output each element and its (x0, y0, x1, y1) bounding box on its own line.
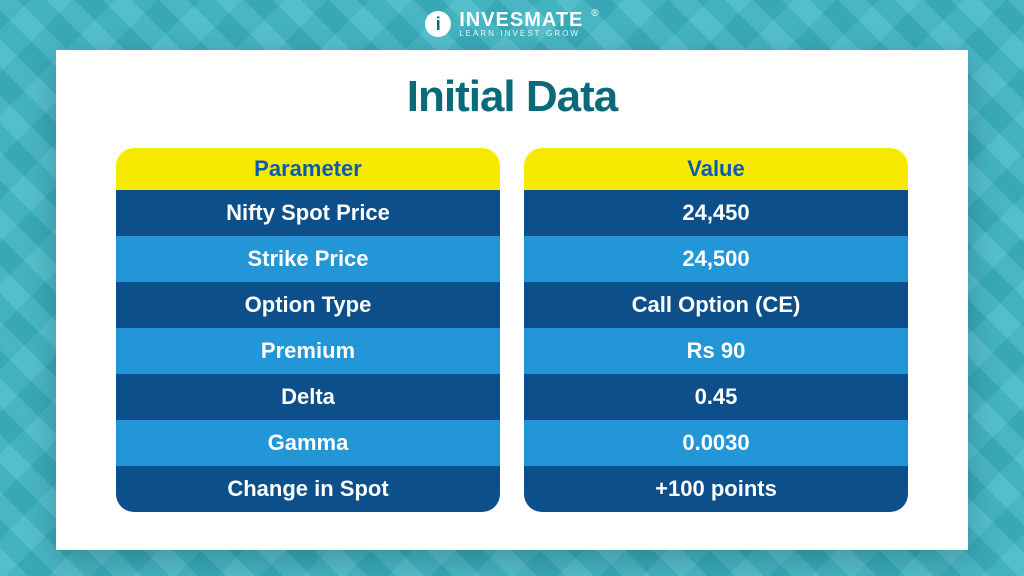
value-column: Value24,45024,500Call Option (CE)Rs 900.… (524, 148, 908, 512)
parameter-cell: Option Type (116, 282, 500, 328)
parameter-cell: Change in Spot (116, 466, 500, 512)
page-title: Initial Data (116, 72, 908, 122)
logo-badge: i (425, 11, 451, 37)
logo-text: INVESMATE LEARN·INVEST·GROW (459, 10, 583, 38)
parameter-cell: Nifty Spot Price (116, 190, 500, 236)
parameter-cell: Premium (116, 328, 500, 374)
value-header: Value (524, 148, 908, 190)
registered-mark: ® (591, 8, 598, 19)
parameter-header: Parameter (116, 148, 500, 190)
value-cell: 24,500 (524, 236, 908, 282)
value-cell: 24,450 (524, 190, 908, 236)
content-panel: Initial Data ParameterNifty Spot PriceSt… (56, 50, 968, 550)
logo-tagline: LEARN·INVEST·GROW (459, 30, 583, 38)
value-cell: 0.45 (524, 374, 908, 420)
parameter-cell: Strike Price (116, 236, 500, 282)
parameter-column: ParameterNifty Spot PriceStrike PriceOpt… (116, 148, 500, 512)
value-cell: Call Option (CE) (524, 282, 908, 328)
value-cell: +100 points (524, 466, 908, 512)
value-cell: Rs 90 (524, 328, 908, 374)
parameter-cell: Gamma (116, 420, 500, 466)
data-table: ParameterNifty Spot PriceStrike PriceOpt… (116, 148, 908, 512)
value-cell: 0.0030 (524, 420, 908, 466)
logo-name: INVESMATE (459, 10, 583, 30)
parameter-cell: Delta (116, 374, 500, 420)
brand-logo: i INVESMATE LEARN·INVEST·GROW ® (0, 0, 1024, 38)
